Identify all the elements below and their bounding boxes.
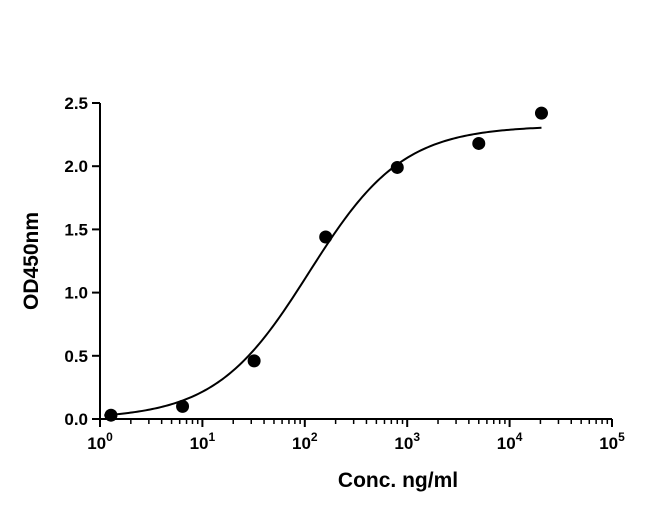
x-tick-exponent: 5 (618, 430, 625, 444)
x-axis-title: Conc. ng/ml (338, 469, 458, 492)
data-point (176, 399, 190, 413)
data-point (472, 136, 486, 150)
x-tick-label: 102 (292, 430, 318, 453)
axes (92, 102, 613, 427)
x-tick-exponent: 3 (413, 430, 420, 444)
y-tick-label: 1.0 (64, 284, 88, 303)
y-tick-label: 1.5 (64, 220, 88, 239)
x-tick-label: 104 (497, 430, 523, 453)
data-point (390, 160, 404, 174)
x-tick-exponent: 4 (516, 430, 523, 444)
data-point (534, 106, 548, 120)
x-tick-exponent: 0 (106, 430, 113, 444)
x-tick-exponent: 2 (311, 430, 318, 444)
x-tick-base: 10 (394, 434, 413, 453)
data-point (104, 408, 118, 422)
data-points (104, 106, 548, 422)
data-point (319, 230, 333, 244)
x-tick-label: 105 (599, 430, 625, 453)
y-axis-title: OD450nm (20, 212, 43, 310)
x-tick-label: 100 (87, 430, 113, 453)
y-tick-label: 0.0 (64, 410, 88, 429)
x-tick-base: 10 (190, 434, 209, 453)
x-tick-base: 10 (497, 434, 516, 453)
fit-curve (104, 126, 542, 417)
x-tick-label: 101 (190, 430, 216, 453)
x-tick-label: 103 (394, 430, 420, 453)
x-tick-base: 10 (87, 434, 106, 453)
y-tick-label: 2.0 (64, 157, 88, 176)
y-tick-label: 0.5 (64, 347, 88, 366)
x-tick-base: 10 (599, 434, 618, 453)
x-tick-exponent: 1 (209, 430, 216, 444)
data-point (247, 354, 261, 368)
x-tick-base: 10 (292, 434, 311, 453)
y-tick-label: 2.5 (64, 94, 88, 113)
